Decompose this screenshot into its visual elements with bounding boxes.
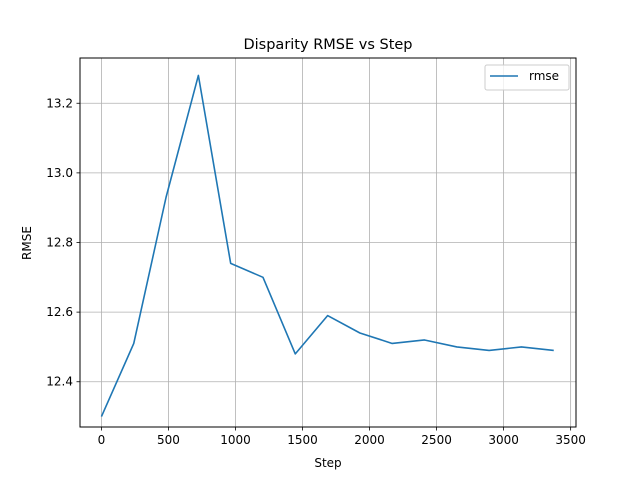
x-tick-label: 1000 [220,433,251,447]
y-tick-label: 13.2 [46,96,73,110]
x-tick-label: 1500 [287,433,318,447]
x-tick-label: 2500 [421,433,452,447]
y-tick-label: 13.0 [46,166,73,180]
legend-box [484,64,570,91]
y-tick-label: 12.4 [46,375,73,389]
y-axis-label: RMSE [20,226,34,260]
ticks: 0 500 1000 1500 2000 2500 3000 3500 12.4 12.6 12.8… [46,96,586,447]
grid [80,58,576,427]
x-tick-label: 500 [157,433,180,447]
legend: rmse [484,64,570,91]
x-tick-label: 0 [98,433,106,447]
series-layer [100,74,554,417]
y-tick-label: 12.6 [46,305,73,319]
y-tick-label: 12.8 [46,236,73,250]
x-tick-label: 3000 [488,433,519,447]
series-line-rmse [100,74,554,417]
legend-label-rmse: rmse [529,69,559,83]
x-axis-label: Step [314,456,341,470]
x-tick-label: 3500 [555,433,586,447]
chart-title: Disparity RMSE vs Step [243,37,412,53]
x-tick-label: 2000 [354,433,385,447]
